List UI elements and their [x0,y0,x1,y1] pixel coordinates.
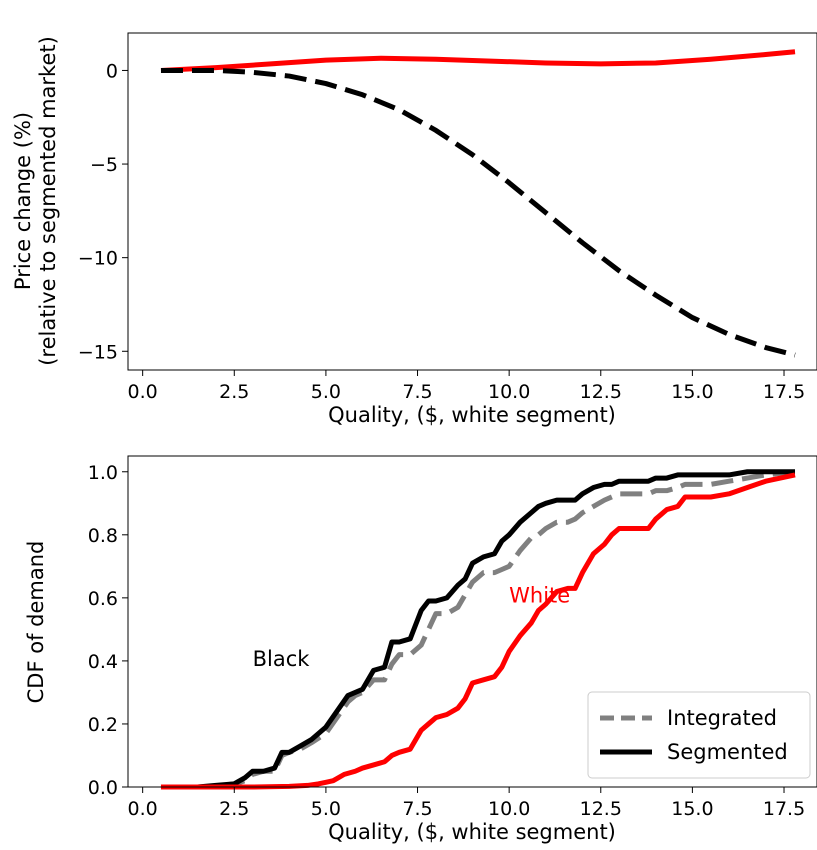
demand-cdf-x-ticks: 0.0 2.5 5.0 7.5 10.0 12.5 15.0 17.5 [128,787,805,820]
demand-cdf-y-ticks: 0.0 0.2 0.4 0.6 0.8 1.0 [88,462,128,799]
price-change-x-tick-label: 0.0 [128,381,158,403]
demand-cdf-x-axis-label: Quality, ($, white segment) [328,820,616,844]
price-change-x-tick-label: 12.5 [580,381,622,403]
demand-cdf-series-black-segmented-line [160,469,796,790]
annotation-black: Black [253,647,311,671]
price-change-plot-frame [127,32,817,371]
price-change-y-tick-label: −10 [78,248,118,270]
legend-label-segmented: Segmented [667,740,788,764]
annotation-white: White [509,584,570,608]
price-change-series-0-line [160,49,796,73]
demand-cdf-y-tick-label: 0.6 [88,588,118,610]
demand-cdf-x-tick-label: 10.0 [488,798,530,820]
demand-cdf-y-tick-label: 0.8 [88,525,118,547]
demand-cdf-series-black-integrated-line [160,469,796,790]
price-change-x-tick-label: 17.5 [763,381,805,403]
price-change-x-tick-label: 7.5 [402,381,432,403]
price-change-series-1-line [160,67,796,358]
demand-cdf-x-tick-label: 7.5 [402,798,432,820]
price-change-series-group [160,49,796,358]
price-change-x-ticks: 0.0 2.5 5.0 7.5 10.0 12.5 15.0 17.5 [128,370,805,403]
demand-cdf-x-tick-label: 2.5 [219,798,249,820]
demand-cdf-x-tick-label: 0.0 [128,798,158,820]
price-change-x-tick-label: 10.0 [488,381,530,403]
price-change-x-tick-label: 2.5 [219,381,249,403]
demand-cdf-chart: 0.0 2.5 5.0 7.5 10.0 12.5 15.0 17.5 0.00.20.40.… [24,455,817,844]
demand-cdf-y-tick-label: 0.0 [88,777,118,799]
demand-cdf-series-white-segmented-line [160,472,796,790]
demand-cdf-x-tick-label: 12.5 [580,798,622,820]
demand-cdf-x-tick-label: 5.0 [311,798,341,820]
legend-box [587,691,811,779]
legend-label-integrated: Integrated [667,706,777,730]
legend: Integrated Segmented [587,691,811,779]
demand-cdf-x-tick-label: 17.5 [763,798,805,820]
demand-cdf-annotations: Black White [253,584,571,671]
demand-cdf-y-tick-label: 1.0 [88,462,118,484]
price-change-y-tick-label: −5 [90,154,118,176]
price-change-y-axis-label-line-2: (relative to segmented market) [36,36,60,366]
price-change-x-tick-label: 15.0 [671,381,713,403]
price-change-x-tick-label: 5.0 [311,381,341,403]
demand-cdf-y-tick-label: 0.2 [88,714,118,736]
demand-cdf-x-tick-label: 15.0 [671,798,713,820]
price-change-y-ticks: 0 −5 −10 −15 [78,60,128,363]
demand-cdf-y-tick-label: 0.4 [88,651,118,673]
price-change-y-axis-label: Price change (%) [11,112,35,290]
price-change-chart: 0.0 2.5 5.0 7.5 10.0 12.5 15.0 17.5 0 −5 −10 −15 Q… [11,32,817,427]
demand-cdf-plot-frame [127,455,817,788]
price-change-y-tick-label: 0 [106,60,118,82]
price-change-x-axis-label: Quality, ($, white segment) [328,403,616,427]
demand-cdf-series-group [160,469,796,790]
price-change-y-tick-label: −15 [78,341,118,363]
demand-cdf-y-axis-label: CDF of demand [24,541,48,704]
